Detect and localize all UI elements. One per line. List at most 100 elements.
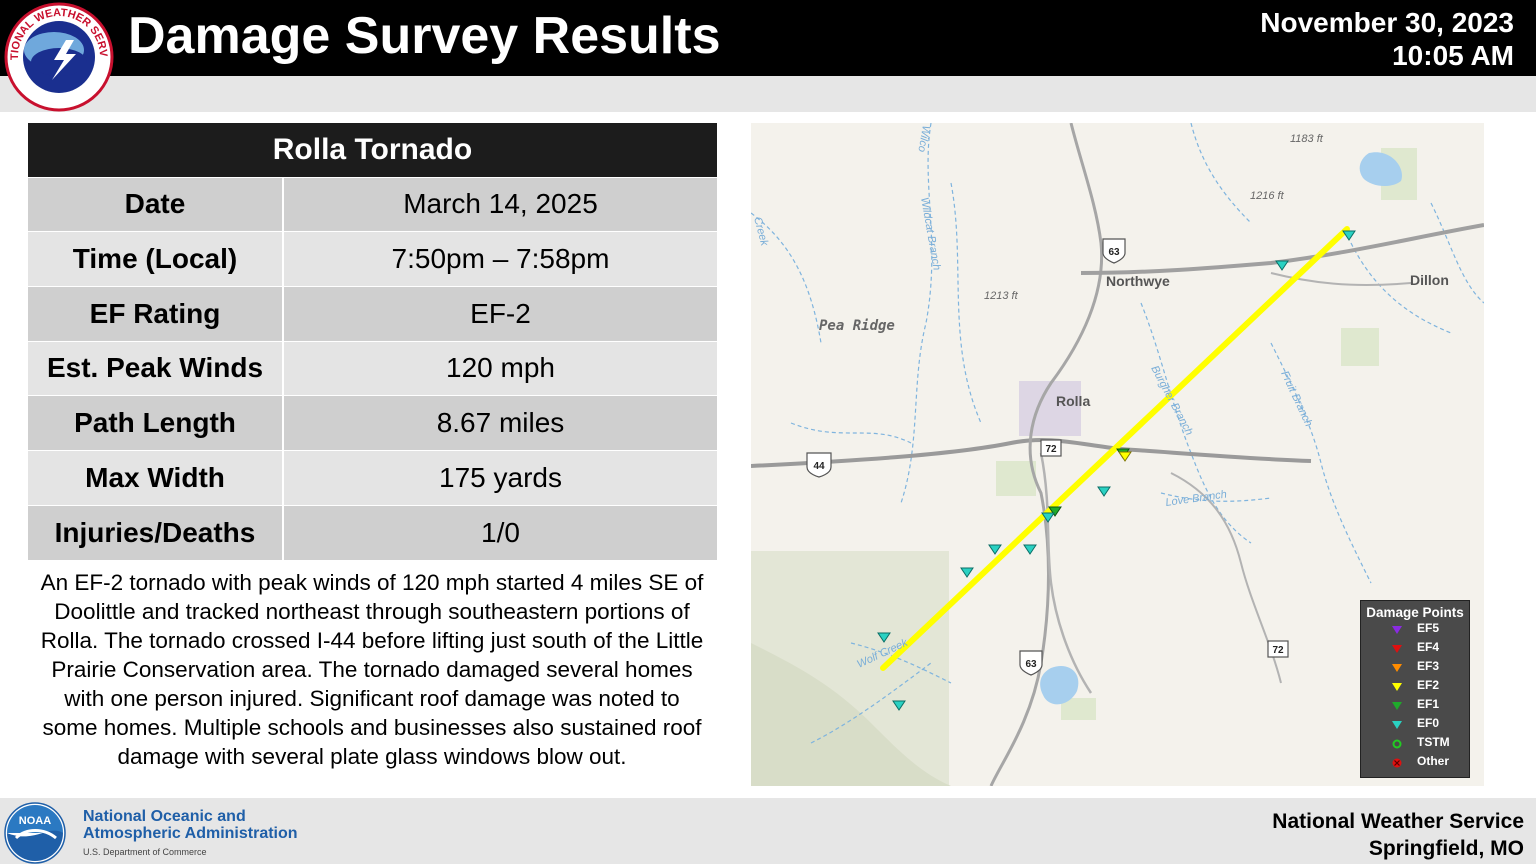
row-key: Date (28, 176, 284, 232)
streams (751, 123, 1484, 744)
route-number: 72 (1272, 645, 1284, 656)
terrain-shade (751, 643, 951, 786)
legend-label: EF1 (1417, 697, 1440, 711)
noaa-name-line: National Oceanic and (83, 808, 246, 825)
damage-point-ef0[interactable] (1342, 230, 1356, 241)
row-key: Time (Local) (28, 231, 284, 287)
legend-item: EF2 (1361, 677, 1469, 696)
row-value: 8.67 miles (283, 395, 717, 451)
row-value: 120 mph (283, 340, 717, 396)
legend-item: EF3 (1361, 658, 1469, 677)
stream-label: Burgher Branch (1148, 364, 1195, 438)
elevation-labels: 1183 ft 1216 ft 1213 ft (984, 133, 1324, 302)
row-value: 7:50pm – 7:58pm (283, 231, 717, 287)
legend-item: EF0 (1361, 715, 1469, 734)
us-route-shield: 63 (1102, 238, 1126, 264)
damage-point-ef0[interactable] (1023, 544, 1037, 555)
event-summary: An EF-2 tornado with peak winds of 120 m… (40, 570, 704, 769)
noaa-logo-text: NOAA (19, 815, 51, 827)
legend-label: EF2 (1417, 678, 1440, 692)
city-label: Rolla (1056, 393, 1090, 409)
damage-point-ef0[interactable] (988, 544, 1002, 555)
office-line: Springfield, MO (1368, 837, 1524, 860)
stream-label: Fruit Branch (1278, 369, 1314, 428)
damage-point-ef1[interactable] (1048, 506, 1062, 517)
park-area (996, 461, 1036, 496)
damage-point-ef0[interactable] (877, 632, 891, 643)
damage-point-ef0[interactable] (892, 700, 906, 711)
office-name: National Weather Service Springfield, MO (1272, 808, 1524, 862)
lake (1040, 665, 1079, 705)
noaa-logo: NOAA (4, 802, 66, 864)
table-row: Est. Peak Winds 120 mph (28, 340, 717, 396)
ef1-triangle-icon (1392, 702, 1402, 710)
row-key: Path Length (28, 395, 284, 451)
ef2-triangle-icon (1392, 683, 1402, 691)
damage-point-ef0[interactable] (1041, 512, 1055, 523)
legend-item: TSTM (1361, 734, 1469, 753)
tornado-info-table: Rolla Tornado Date March 14, 2025 Time (… (28, 123, 717, 560)
stream-label: Love Branch (1165, 488, 1228, 508)
footer-bar: NOAA National Oceanic and Atmospheric Ad… (0, 798, 1536, 864)
town-label: Pea Ridge (819, 318, 895, 334)
header-bar (0, 0, 1536, 76)
table-row: Time (Local) 7:50pm – 7:58pm (28, 231, 717, 287)
map-canvas: 63 44 72 63 72 Rolla Northwye Dillo (751, 123, 1484, 786)
tstm-circle-icon (1392, 739, 1402, 749)
damage-point-ef0[interactable] (960, 567, 974, 578)
route-shields: 63 44 72 63 72 (806, 238, 1289, 676)
damage-point-ef0[interactable] (1097, 486, 1111, 497)
legend-label: EF4 (1417, 640, 1440, 654)
nws-logo: NATIONAL WEATHER SERVICE (4, 2, 114, 112)
row-key: Est. Peak Winds (28, 340, 284, 396)
ef0-triangle-icon (1392, 721, 1402, 729)
damage-map[interactable]: 63 44 72 63 72 Rolla Northwye Dillo (751, 123, 1484, 786)
interstate-shield: 44 (806, 452, 832, 478)
office-line: National Weather Service (1272, 810, 1524, 833)
route-number: 63 (1025, 659, 1037, 670)
legend-item: Other (1361, 753, 1469, 772)
stream-label: Wildcat Branch (918, 196, 943, 271)
state-route-shield: 72 (1267, 640, 1289, 658)
us-route-shield: 63 (1019, 650, 1043, 676)
row-key: Max Width (28, 449, 284, 506)
damage-point-ef2[interactable] (1118, 451, 1132, 462)
noaa-name-line: Atmospheric Administration (83, 825, 298, 842)
route-number: 72 (1045, 444, 1057, 455)
row-key: EF Rating (28, 285, 284, 342)
table-title: Rolla Tornado (28, 123, 717, 177)
damage-points (877, 230, 1356, 711)
route-number: 63 (1108, 247, 1120, 258)
legend-item: EF5 (1361, 620, 1469, 639)
noaa-department: U.S. Department of Commerce (83, 847, 207, 857)
lake (1359, 152, 1402, 187)
legend-label: EF0 (1417, 716, 1440, 730)
row-value: 175 yards (283, 449, 717, 506)
elevation-label: 1213 ft (984, 290, 1019, 302)
issue-time: 10:05 AM (1392, 40, 1514, 71)
legend-label: EF5 (1417, 621, 1440, 635)
issue-date: November 30, 2023 (1260, 7, 1514, 38)
legend-label: Other (1417, 754, 1450, 768)
legend-item: EF4 (1361, 639, 1469, 658)
park-area (1341, 328, 1379, 366)
ef3-triangle-icon (1392, 664, 1402, 672)
page-title: Damage Survey Results (128, 7, 721, 65)
town-label: Dillon (1410, 272, 1449, 288)
other-x-circle-icon (1392, 758, 1402, 768)
table-row: Injuries/Deaths 1/0 (28, 504, 717, 560)
tornado-track (880, 226, 1350, 671)
legend-label: TSTM (1417, 735, 1450, 749)
ef4-triangle-icon (1392, 645, 1402, 653)
route-number: 44 (813, 461, 825, 472)
legend-item: EF1 (1361, 696, 1469, 715)
town-label: Northwye (1106, 273, 1170, 289)
table-row: EF Rating EF-2 (28, 285, 717, 342)
row-value: March 14, 2025 (283, 176, 717, 232)
elevation-label: 1183 ft (1290, 133, 1324, 145)
table-row: Date March 14, 2025 (28, 176, 717, 232)
damage-point-ef0[interactable] (1275, 260, 1289, 271)
legend-label: EF3 (1417, 659, 1440, 673)
stream-label: Creek (751, 216, 770, 248)
row-key: Injuries/Deaths (28, 504, 284, 560)
